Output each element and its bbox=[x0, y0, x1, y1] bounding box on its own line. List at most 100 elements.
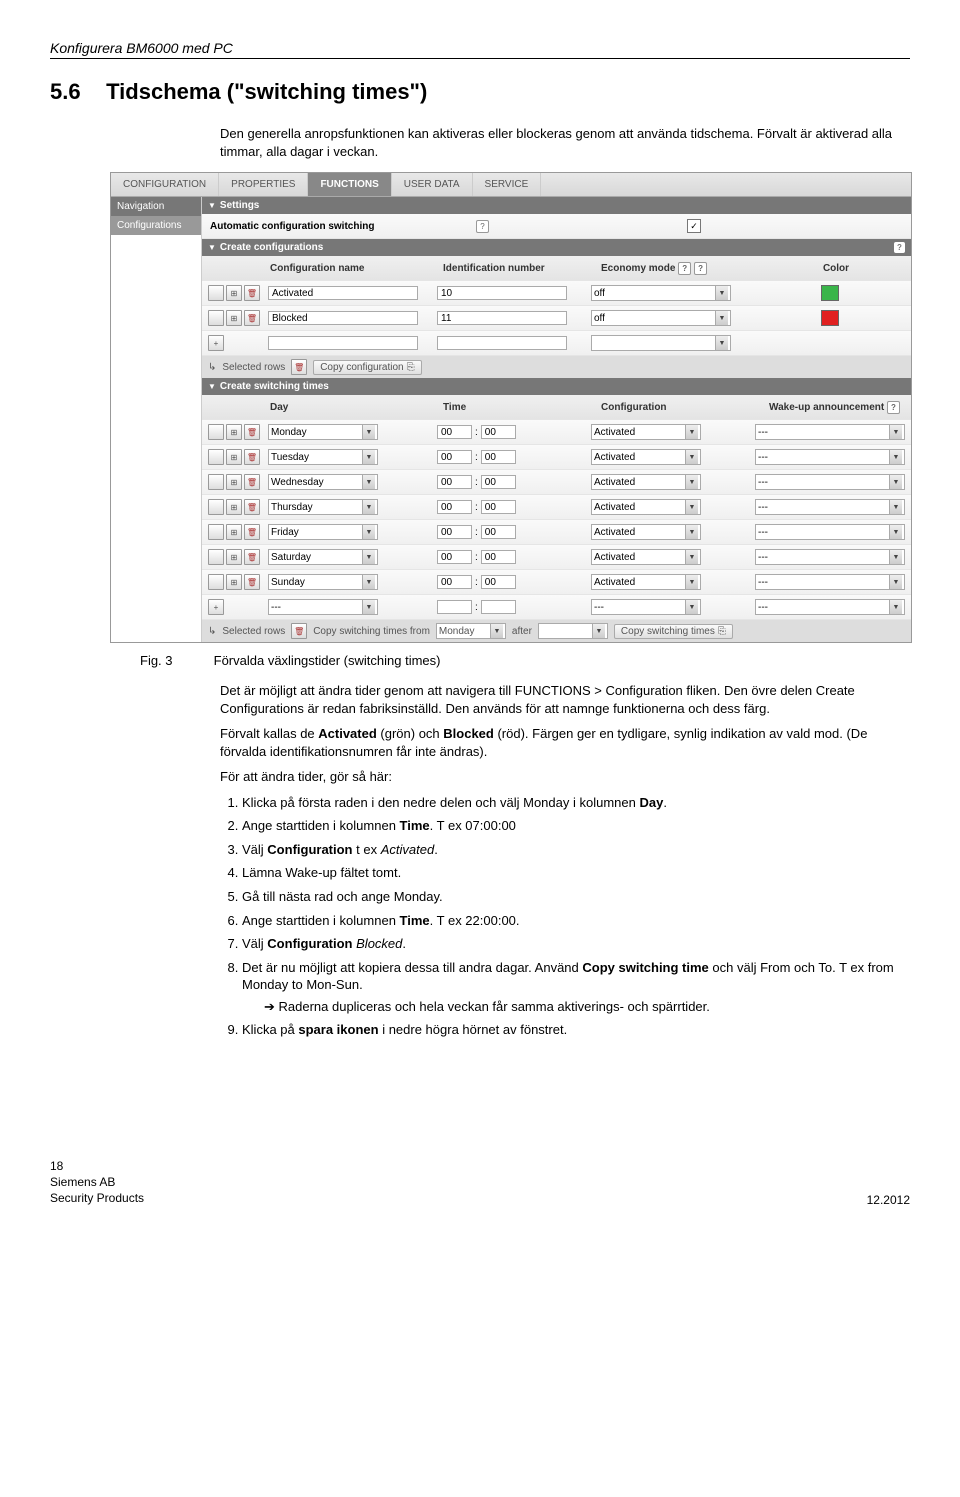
day-select[interactable]: Wednesday▼ bbox=[268, 474, 378, 490]
economy-select[interactable]: off▼ bbox=[591, 310, 731, 326]
delete-row-icon[interactable]: 🗑 bbox=[244, 424, 260, 440]
auto-switch-checkbox[interactable]: ✓ bbox=[687, 219, 701, 233]
wakeup-select[interactable]: ---▼ bbox=[755, 499, 905, 515]
delete-row-icon[interactable]: 🗑 bbox=[244, 310, 260, 326]
config-select[interactable]: Activated▼ bbox=[591, 474, 701, 490]
config-name-input[interactable] bbox=[268, 286, 418, 300]
id-number-input[interactable] bbox=[437, 336, 567, 350]
id-number-input[interactable] bbox=[437, 311, 567, 325]
select-row-checkbox[interactable] bbox=[208, 449, 224, 465]
time-hour-input[interactable] bbox=[437, 600, 472, 614]
time-hour-input[interactable] bbox=[437, 575, 472, 589]
select-row-checkbox[interactable] bbox=[208, 499, 224, 515]
settings-header[interactable]: ▼Settings bbox=[202, 197, 911, 214]
select-row-checkbox[interactable] bbox=[208, 474, 224, 490]
copy-from-select[interactable]: Monday▼ bbox=[436, 623, 506, 639]
day-select[interactable]: Monday▼ bbox=[268, 424, 378, 440]
time-min-input[interactable] bbox=[481, 525, 516, 539]
time-hour-input[interactable] bbox=[437, 450, 472, 464]
select-row-checkbox[interactable] bbox=[208, 549, 224, 565]
delete-row-icon[interactable]: 🗑 bbox=[244, 574, 260, 590]
duplicate-row-icon[interactable]: ⊞ bbox=[226, 449, 242, 465]
day-select[interactable]: Saturday▼ bbox=[268, 549, 378, 565]
help-icon[interactable]: ? bbox=[678, 262, 691, 275]
help-icon[interactable]: ? bbox=[894, 242, 905, 253]
time-hour-input[interactable] bbox=[437, 425, 472, 439]
tab-service[interactable]: SERVICE bbox=[473, 173, 542, 196]
duplicate-row-icon[interactable]: ⊞ bbox=[226, 524, 242, 540]
config-select[interactable]: Activated▼ bbox=[591, 424, 701, 440]
copy-after-select[interactable]: ▼ bbox=[538, 623, 608, 639]
create-config-header[interactable]: ▼Create configurations? bbox=[202, 239, 911, 256]
delete-row-icon[interactable]: 🗑 bbox=[244, 524, 260, 540]
time-hour-input[interactable] bbox=[437, 475, 472, 489]
duplicate-row-icon[interactable]: ⊞ bbox=[226, 310, 242, 326]
config-select[interactable]: ---▼ bbox=[591, 599, 701, 615]
config-select[interactable]: Activated▼ bbox=[591, 524, 701, 540]
time-hour-input[interactable] bbox=[437, 500, 472, 514]
wakeup-select[interactable]: ---▼ bbox=[755, 574, 905, 590]
time-min-input[interactable] bbox=[481, 550, 516, 564]
wakeup-select[interactable]: ---▼ bbox=[755, 524, 905, 540]
select-row-checkbox[interactable] bbox=[208, 574, 224, 590]
delete-row-icon[interactable]: 🗑 bbox=[244, 549, 260, 565]
wakeup-select[interactable]: ---▼ bbox=[755, 474, 905, 490]
time-hour-input[interactable] bbox=[437, 550, 472, 564]
delete-selected-icon[interactable]: 🗑 bbox=[291, 623, 307, 639]
day-select[interactable]: Sunday▼ bbox=[268, 574, 378, 590]
duplicate-row-icon[interactable]: ⊞ bbox=[226, 285, 242, 301]
copy-config-button[interactable]: Copy configuration ⎘ bbox=[313, 360, 421, 375]
economy-select[interactable]: off▼ bbox=[591, 285, 731, 301]
tab-user-data[interactable]: USER DATA bbox=[392, 173, 473, 196]
duplicate-row-icon[interactable]: ⊞ bbox=[226, 549, 242, 565]
select-row-checkbox[interactable] bbox=[208, 424, 224, 440]
duplicate-row-icon[interactable]: ⊞ bbox=[226, 424, 242, 440]
wakeup-select[interactable]: ---▼ bbox=[755, 449, 905, 465]
wakeup-select[interactable]: ---▼ bbox=[755, 549, 905, 565]
tab-configuration[interactable]: CONFIGURATION bbox=[111, 173, 219, 196]
config-name-input[interactable] bbox=[268, 336, 418, 350]
day-select[interactable]: ---▼ bbox=[268, 599, 378, 615]
time-min-input[interactable] bbox=[481, 500, 516, 514]
delete-selected-icon[interactable]: 🗑 bbox=[291, 359, 307, 375]
time-min-input[interactable] bbox=[481, 425, 516, 439]
config-name-input[interactable] bbox=[268, 311, 418, 325]
time-min-input[interactable] bbox=[481, 450, 516, 464]
color-swatch[interactable] bbox=[821, 285, 839, 301]
duplicate-row-icon[interactable]: ⊞ bbox=[226, 474, 242, 490]
day-select[interactable]: Friday▼ bbox=[268, 524, 378, 540]
select-row-checkbox[interactable] bbox=[208, 285, 224, 301]
delete-row-icon[interactable]: 🗑 bbox=[244, 499, 260, 515]
color-swatch[interactable] bbox=[821, 310, 839, 326]
time-hour-input[interactable] bbox=[437, 525, 472, 539]
select-row-checkbox[interactable] bbox=[208, 524, 224, 540]
day-select[interactable]: Thursday▼ bbox=[268, 499, 378, 515]
config-select[interactable]: Activated▼ bbox=[591, 574, 701, 590]
add-row-icon[interactable]: + bbox=[208, 335, 224, 351]
nav-item-configurations[interactable]: Configurations bbox=[111, 216, 201, 235]
time-min-input[interactable] bbox=[481, 575, 516, 589]
day-select[interactable]: Tuesday▼ bbox=[268, 449, 378, 465]
config-select[interactable]: Activated▼ bbox=[591, 449, 701, 465]
duplicate-row-icon[interactable]: ⊞ bbox=[226, 499, 242, 515]
delete-row-icon[interactable]: 🗑 bbox=[244, 449, 260, 465]
config-select[interactable]: Activated▼ bbox=[591, 499, 701, 515]
switching-header[interactable]: ▼Create switching times bbox=[202, 378, 911, 395]
time-min-input[interactable] bbox=[481, 600, 516, 614]
wakeup-select[interactable]: ---▼ bbox=[755, 424, 905, 440]
delete-row-icon[interactable]: 🗑 bbox=[244, 474, 260, 490]
tab-properties[interactable]: PROPERTIES bbox=[219, 173, 308, 196]
id-number-input[interactable] bbox=[437, 286, 567, 300]
select-row-checkbox[interactable] bbox=[208, 310, 224, 326]
economy-select[interactable]: ▼ bbox=[591, 335, 731, 351]
copy-switching-button[interactable]: Copy switching times ⎘ bbox=[614, 624, 733, 639]
time-min-input[interactable] bbox=[481, 475, 516, 489]
duplicate-row-icon[interactable]: ⊞ bbox=[226, 574, 242, 590]
help-icon[interactable]: ? bbox=[476, 220, 489, 233]
help-icon[interactable]: ? bbox=[887, 401, 900, 414]
wakeup-select[interactable]: ---▼ bbox=[755, 599, 905, 615]
tab-functions[interactable]: FUNCTIONS bbox=[308, 173, 391, 196]
add-row-icon[interactable]: + bbox=[208, 599, 224, 615]
delete-row-icon[interactable]: 🗑 bbox=[244, 285, 260, 301]
config-select[interactable]: Activated▼ bbox=[591, 549, 701, 565]
